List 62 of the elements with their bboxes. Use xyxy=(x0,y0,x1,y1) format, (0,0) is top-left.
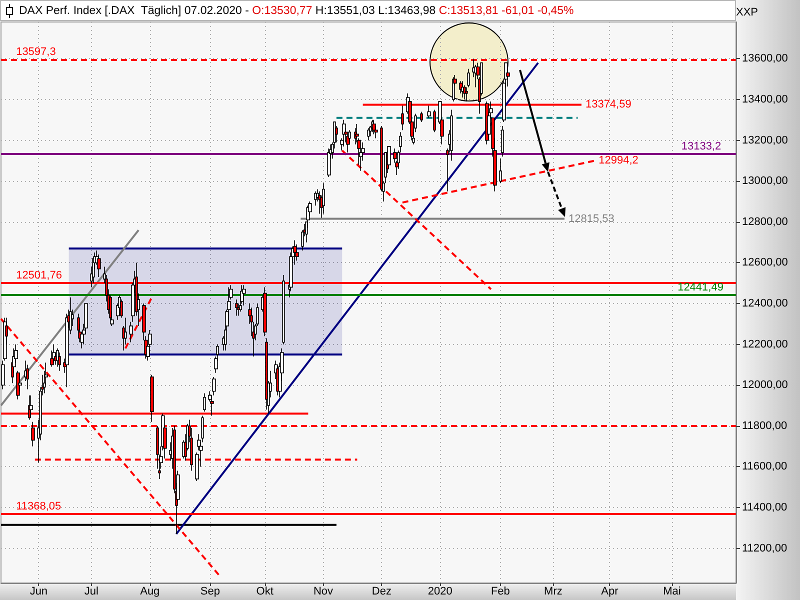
x-tick-label: 2020 xyxy=(428,586,452,598)
candlestick xyxy=(499,158,502,184)
x-tick-label: Sep xyxy=(200,586,220,598)
y-tick-label: 13200,00 xyxy=(742,134,788,146)
y-tick-label: 13000,00 xyxy=(742,175,788,188)
chart-title: DAX Perf. Index [.DAX Täglich] 07.02.2020 - xyxy=(19,4,250,16)
candlestick xyxy=(58,352,61,372)
y-tick-label: 11800,00 xyxy=(742,420,788,432)
annotation: 12441,49 xyxy=(678,282,724,294)
annotation: 13133,2 xyxy=(681,140,722,152)
candlestick xyxy=(56,348,59,368)
annotation: 12501,76 xyxy=(16,269,62,282)
y-tick-label: 11200,00 xyxy=(742,542,788,554)
y-tick-label: 12200,00 xyxy=(742,338,788,350)
candlestick xyxy=(203,392,206,412)
chart-subtitle: O:13530,77 H:13551,03 L:13463,98 C:13513,81 -61,01 -0,45% xyxy=(252,4,575,16)
candlestick xyxy=(463,84,466,100)
candlestick xyxy=(97,254,101,278)
y-tick-label: 12400,00 xyxy=(742,298,788,310)
x-tick-label: Dez xyxy=(372,586,392,598)
candlestick xyxy=(295,244,299,262)
y-tick-label: 13400,00 xyxy=(742,94,788,106)
x-tick-label: Jul xyxy=(84,586,98,598)
candlestick xyxy=(420,111,423,122)
x-tick-label: Mrz xyxy=(544,586,562,598)
y-tick-label: 11400,00 xyxy=(742,502,788,514)
candlestick xyxy=(235,299,238,316)
candlestick xyxy=(120,299,123,318)
candlestick xyxy=(265,338,268,410)
series-label: 12994,2 xyxy=(598,154,638,167)
x-tick-label: Feb xyxy=(490,586,510,598)
candlestick xyxy=(282,274,285,345)
x-tick-label: Mai xyxy=(663,586,681,598)
candlestick xyxy=(501,126,504,158)
annotation: 13597,3 xyxy=(16,46,56,58)
annotation: 11368,05 xyxy=(16,500,62,513)
x-tick-label: Apr xyxy=(601,586,619,598)
x-tick-label: Aug xyxy=(140,586,160,598)
candlestick xyxy=(263,286,267,337)
candlestick xyxy=(327,148,331,178)
y-tick-label: 11600,00 xyxy=(742,460,788,473)
candlestick xyxy=(467,68,470,88)
candlestick xyxy=(427,105,431,118)
y-tick-label: 12800,00 xyxy=(742,216,788,228)
candlestick xyxy=(26,364,29,390)
candlestick xyxy=(29,394,33,418)
candlestick xyxy=(129,321,133,343)
y-axis-title: XXP xyxy=(736,6,758,18)
x-tick-label: Nov xyxy=(313,586,334,598)
candlestick xyxy=(433,109,436,133)
candlestick xyxy=(465,86,468,102)
x-tick-label: Jun xyxy=(30,586,48,598)
series-label: 13374,59 xyxy=(585,98,632,111)
y-tick-label: 12000,00 xyxy=(742,379,788,392)
series-label: 12815,53 xyxy=(568,212,614,225)
candlestick xyxy=(322,182,325,214)
y-tick-label: 13600,00 xyxy=(742,52,788,65)
x-tick-label: Okt xyxy=(256,586,274,598)
candlestick xyxy=(237,303,240,316)
candlestick xyxy=(367,128,370,141)
y-tick-label: 12600,00 xyxy=(742,256,788,269)
candlestick xyxy=(148,330,152,357)
